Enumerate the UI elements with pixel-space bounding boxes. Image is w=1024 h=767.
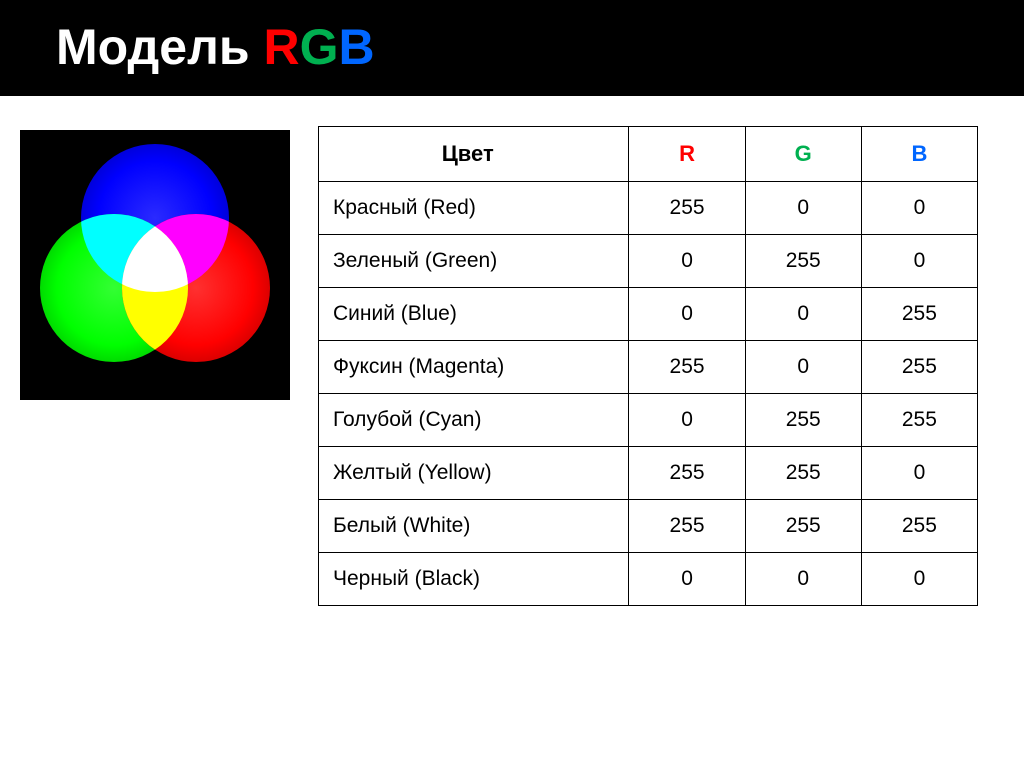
table-row: Голубой (Cyan)0255255 xyxy=(319,394,978,447)
cell-r: 255 xyxy=(629,447,745,500)
table-row: Синий (Blue)00255 xyxy=(319,288,978,341)
page-title: Модель RGB xyxy=(56,18,1024,76)
rgb-table: Цвет R G B Красный (Red)25500Зеленый (Gr… xyxy=(318,126,978,606)
cell-color-name: Фуксин (Magenta) xyxy=(319,341,629,394)
table-row: Фуксин (Magenta)2550255 xyxy=(319,341,978,394)
table-header-row: Цвет R G B xyxy=(319,127,978,182)
content-area: Цвет R G B Красный (Red)25500Зеленый (Gr… xyxy=(0,96,1024,606)
cell-g: 0 xyxy=(745,341,861,394)
rgb-table-container: Цвет R G B Красный (Red)25500Зеленый (Gr… xyxy=(318,126,1004,606)
cell-r: 255 xyxy=(629,341,745,394)
cell-color-name: Красный (Red) xyxy=(319,182,629,235)
cell-b: 255 xyxy=(861,394,977,447)
slide-header: Модель RGB xyxy=(0,0,1024,96)
table-row: Красный (Red)25500 xyxy=(319,182,978,235)
title-letter-b: B xyxy=(339,19,375,75)
cell-g: 255 xyxy=(745,500,861,553)
cell-color-name: Синий (Blue) xyxy=(319,288,629,341)
cell-b: 0 xyxy=(861,447,977,500)
cell-r: 255 xyxy=(629,182,745,235)
cell-r: 0 xyxy=(629,394,745,447)
table-row: Желтый (Yellow)2552550 xyxy=(319,447,978,500)
venn-svg xyxy=(20,130,290,400)
col-header-color: Цвет xyxy=(319,127,629,182)
cell-b: 255 xyxy=(861,288,977,341)
cell-color-name: Черный (Black) xyxy=(319,553,629,606)
cell-b: 0 xyxy=(861,182,977,235)
cell-b: 255 xyxy=(861,341,977,394)
table-row: Белый (White)255255255 xyxy=(319,500,978,553)
col-header-b: B xyxy=(861,127,977,182)
cell-color-name: Белый (White) xyxy=(319,500,629,553)
title-letter-g: G xyxy=(300,19,339,75)
cell-color-name: Голубой (Cyan) xyxy=(319,394,629,447)
cell-g: 0 xyxy=(745,182,861,235)
cell-b: 255 xyxy=(861,500,977,553)
cell-g: 255 xyxy=(745,447,861,500)
cell-b: 0 xyxy=(861,553,977,606)
rgb-venn-diagram xyxy=(20,130,290,400)
cell-color-name: Зеленый (Green) xyxy=(319,235,629,288)
table-body: Красный (Red)25500Зеленый (Green)02550Си… xyxy=(319,182,978,606)
cell-r: 0 xyxy=(629,288,745,341)
table-row: Черный (Black)000 xyxy=(319,553,978,606)
cell-g: 255 xyxy=(745,394,861,447)
cell-r: 0 xyxy=(629,235,745,288)
table-row: Зеленый (Green)02550 xyxy=(319,235,978,288)
cell-g: 0 xyxy=(745,553,861,606)
cell-r: 0 xyxy=(629,553,745,606)
cell-color-name: Желтый (Yellow) xyxy=(319,447,629,500)
cell-g: 0 xyxy=(745,288,861,341)
cell-g: 255 xyxy=(745,235,861,288)
col-header-g: G xyxy=(745,127,861,182)
title-letter-r: R xyxy=(264,19,300,75)
cell-b: 0 xyxy=(861,235,977,288)
title-word: Модель xyxy=(56,19,250,75)
col-header-r: R xyxy=(629,127,745,182)
cell-r: 255 xyxy=(629,500,745,553)
